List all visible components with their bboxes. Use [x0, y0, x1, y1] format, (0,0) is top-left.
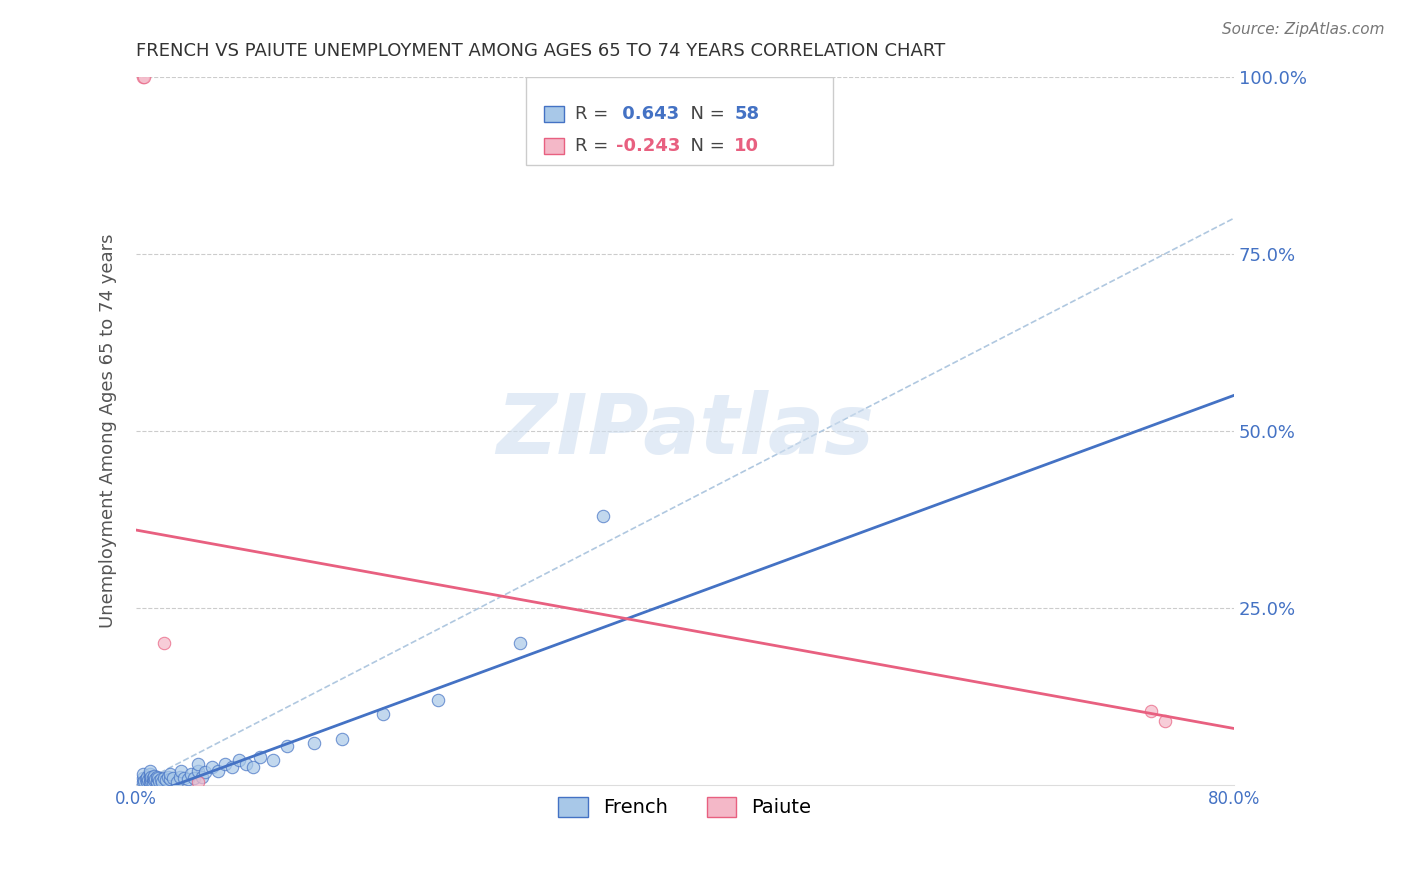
FancyBboxPatch shape	[526, 77, 834, 165]
Point	[169, 770, 191, 784]
Legend: French, Paiute: French, Paiute	[551, 789, 820, 825]
Point	[134, 70, 156, 84]
Point	[159, 772, 181, 787]
Point	[141, 773, 163, 788]
Point	[207, 764, 229, 778]
Point	[183, 771, 205, 785]
Point	[136, 774, 159, 789]
Point	[141, 770, 163, 784]
FancyBboxPatch shape	[544, 138, 564, 153]
Point	[200, 760, 222, 774]
Point	[148, 773, 170, 788]
Point	[132, 774, 155, 789]
Point	[166, 774, 188, 789]
Point	[132, 70, 155, 84]
Point	[150, 774, 173, 789]
Point	[235, 756, 257, 771]
Point	[159, 767, 181, 781]
Point	[139, 767, 162, 781]
Point	[249, 749, 271, 764]
Point	[194, 765, 217, 780]
Point	[152, 636, 174, 650]
Point	[142, 773, 165, 788]
Point	[142, 769, 165, 783]
Point	[177, 772, 200, 787]
Point	[142, 774, 165, 789]
Point	[592, 508, 614, 523]
Point	[180, 767, 202, 781]
Text: -0.243: -0.243	[616, 137, 681, 155]
Text: 0.643: 0.643	[616, 105, 679, 123]
Point	[173, 771, 195, 785]
Point	[1154, 714, 1177, 729]
Text: 10: 10	[734, 137, 759, 155]
Point	[228, 753, 250, 767]
Point	[304, 736, 326, 750]
Point	[132, 767, 155, 781]
Text: R =: R =	[575, 137, 614, 155]
Point	[170, 764, 193, 778]
Point	[371, 707, 394, 722]
Text: ZIPatlas: ZIPatlas	[496, 391, 875, 471]
Point	[191, 770, 214, 784]
Text: 58: 58	[734, 105, 759, 123]
Text: FRENCH VS PAIUTE UNEMPLOYMENT AMONG AGES 65 TO 74 YEARS CORRELATION CHART: FRENCH VS PAIUTE UNEMPLOYMENT AMONG AGES…	[136, 42, 945, 60]
Point	[221, 760, 243, 774]
Point	[149, 772, 172, 787]
Text: N =: N =	[679, 137, 731, 155]
Point	[145, 774, 167, 789]
Text: R =: R =	[575, 105, 614, 123]
Point	[139, 764, 162, 778]
Point	[426, 693, 449, 707]
Point	[146, 771, 169, 785]
Point	[139, 774, 162, 789]
Point	[142, 771, 165, 785]
Point	[242, 760, 264, 774]
Point	[145, 770, 167, 784]
Text: Source: ZipAtlas.com: Source: ZipAtlas.com	[1222, 22, 1385, 37]
Point	[330, 732, 353, 747]
Point	[138, 773, 160, 788]
Point	[214, 756, 236, 771]
Point	[262, 753, 284, 767]
Point	[187, 764, 209, 778]
Point	[139, 771, 162, 785]
Point	[155, 773, 177, 788]
Point	[135, 772, 157, 787]
Point	[509, 636, 531, 650]
Y-axis label: Unemployment Among Ages 65 to 74 years: Unemployment Among Ages 65 to 74 years	[100, 234, 117, 628]
Point	[132, 771, 155, 785]
Point	[187, 756, 209, 771]
Point	[134, 773, 156, 788]
Point	[1140, 704, 1163, 718]
Point	[143, 772, 166, 787]
Point	[276, 739, 298, 753]
Point	[136, 770, 159, 784]
Point	[187, 774, 209, 789]
Point	[162, 771, 184, 785]
Point	[156, 770, 179, 784]
Point	[152, 771, 174, 785]
Text: N =: N =	[679, 105, 731, 123]
FancyBboxPatch shape	[544, 106, 564, 122]
